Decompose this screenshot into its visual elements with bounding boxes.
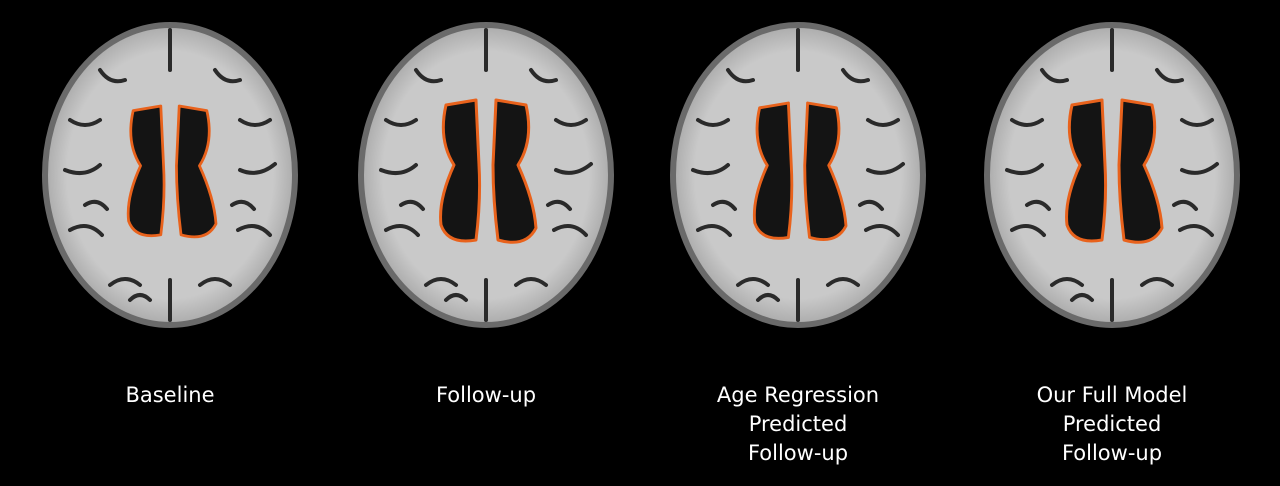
brain-tissue — [361, 25, 611, 325]
brain-edge — [42, 22, 298, 328]
brain-tissue — [673, 25, 923, 325]
sulcus — [238, 118, 272, 127]
sulcus — [696, 224, 732, 237]
brain-mri-follow-up — [358, 22, 614, 328]
sulcus — [696, 118, 730, 127]
caption-line: Predicted — [1062, 412, 1162, 436]
sulcus — [98, 68, 127, 84]
sulcus — [384, 224, 420, 237]
sulcus — [1178, 224, 1214, 237]
caption-age-regression: Age Regression Predicted Follow-up — [638, 381, 958, 468]
ventricle — [439, 98, 482, 243]
sulcus — [399, 199, 425, 211]
sulcus — [546, 199, 572, 211]
sulcus — [1070, 293, 1094, 302]
ventricle-segmentation — [752, 101, 848, 241]
sulcus — [213, 68, 242, 84]
panel-age-regression: Age Regression Predicted Follow-up — [638, 0, 958, 486]
sulcus — [841, 68, 870, 84]
ventricle — [803, 101, 848, 241]
sulcus — [529, 68, 558, 84]
panel-baseline: Baseline — [10, 0, 330, 486]
sulcus — [1050, 277, 1084, 287]
caption-line: Follow-up — [747, 441, 849, 465]
sulcus — [711, 199, 737, 211]
sulcus — [1180, 118, 1214, 127]
ventricle — [126, 104, 166, 238]
caption-line: Baseline — [125, 383, 215, 407]
sulcus — [726, 68, 755, 84]
ventricle — [752, 101, 794, 240]
sulcus — [379, 163, 418, 176]
panel-follow-up: Follow-up — [326, 0, 646, 486]
sulcus — [424, 277, 458, 287]
sulcus — [384, 118, 418, 127]
sulcus — [198, 277, 232, 287]
ventricle — [1117, 98, 1164, 244]
brain-mri-full-model — [984, 22, 1240, 328]
sulcus — [414, 68, 443, 84]
sulcus — [866, 118, 900, 127]
caption-full-model: Our Full Model Predicted Follow-up — [952, 381, 1272, 468]
sulcus — [1172, 199, 1198, 211]
ventricle-segmentation — [439, 98, 538, 244]
sulcus — [236, 224, 272, 237]
brain-mri-age-regression — [670, 22, 926, 328]
sulcus — [128, 293, 152, 302]
sulcus — [1005, 163, 1044, 176]
sulcus — [444, 293, 468, 302]
ventricle — [1065, 98, 1108, 243]
sulcus — [552, 224, 588, 237]
brain-edge — [670, 22, 926, 328]
caption-line: Follow-up — [435, 383, 537, 407]
brain-mri-baseline — [42, 22, 298, 328]
sulcus — [1155, 68, 1184, 84]
sulcus — [1010, 224, 1046, 237]
sulcus — [1010, 118, 1044, 127]
brain-tissue — [45, 25, 295, 325]
sulcus — [83, 199, 109, 211]
brain-edge — [358, 22, 614, 328]
ventricle — [491, 98, 538, 244]
brain-edge — [984, 22, 1240, 328]
sulcus — [554, 118, 588, 127]
sulcus — [1025, 199, 1051, 211]
sulcus — [63, 163, 102, 176]
sulcus — [68, 224, 104, 237]
sulcus — [756, 293, 780, 302]
caption-line: Follow-up — [1061, 441, 1163, 465]
sulcus — [1140, 277, 1174, 287]
caption-line: Age Regression — [716, 383, 880, 407]
sulcus — [554, 162, 593, 175]
sulcus — [68, 118, 102, 127]
ventricle-segmentation — [126, 104, 218, 239]
brain-tissue — [987, 25, 1237, 325]
caption-follow-up: Follow-up — [326, 381, 646, 410]
sulcus — [108, 277, 142, 287]
sulcus — [691, 163, 730, 176]
sulcus — [514, 277, 548, 287]
sulcus — [858, 199, 884, 211]
sulcus — [230, 199, 256, 211]
sulcus — [238, 162, 277, 175]
sulcus — [866, 162, 905, 175]
sulcus — [1040, 68, 1069, 84]
ventricle-segmentation — [1065, 98, 1164, 244]
ventricle — [175, 104, 218, 239]
sulcus — [826, 277, 860, 287]
sulcus — [736, 277, 770, 287]
caption-baseline: Baseline — [10, 381, 330, 410]
sulcus — [864, 224, 900, 237]
caption-line: Predicted — [748, 412, 848, 436]
caption-line: Our Full Model — [1036, 383, 1188, 407]
sulcus — [1180, 162, 1219, 175]
panel-full-model: Our Full Model Predicted Follow-up — [952, 0, 1272, 486]
